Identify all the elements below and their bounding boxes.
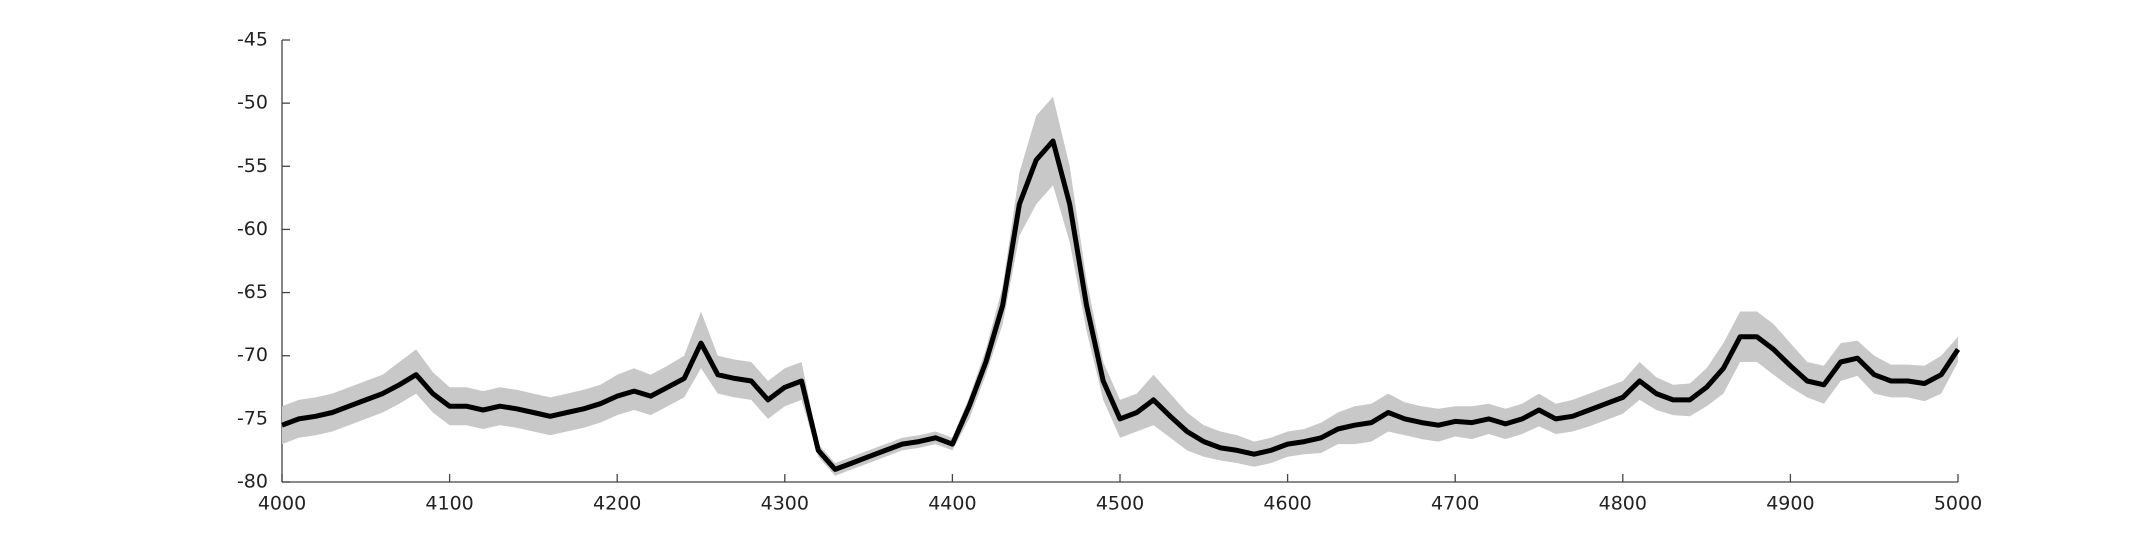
y-tick-label: -50 [237, 92, 268, 114]
y-tick-label: -60 [237, 218, 268, 240]
y-tick-label: -80 [237, 471, 268, 493]
band [282, 96, 1958, 476]
x-tick-label: 5000 [1934, 493, 1982, 515]
x-tick-label: 4900 [1766, 493, 1814, 515]
y-tick-label: -65 [237, 281, 268, 303]
x-tick-label: 4700 [1431, 493, 1479, 515]
x-tick-label: 4800 [1599, 493, 1647, 515]
y-tick-label: -55 [237, 155, 268, 177]
x-tick-label: 4500 [1096, 493, 1144, 515]
x-tick-label: 4400 [928, 493, 976, 515]
y-tick-label: -75 [237, 407, 268, 429]
x-tick-label: 4200 [593, 493, 641, 515]
line [281, 138, 1961, 472]
x-tick-label: 4000 [258, 493, 306, 515]
y-tick-label: -45 [237, 29, 268, 51]
x-tick-label: 4600 [1263, 493, 1311, 515]
y-tick-label: -70 [237, 344, 268, 366]
x-tick-label: 4100 [425, 493, 473, 515]
x-tick-label: 4300 [761, 493, 809, 515]
